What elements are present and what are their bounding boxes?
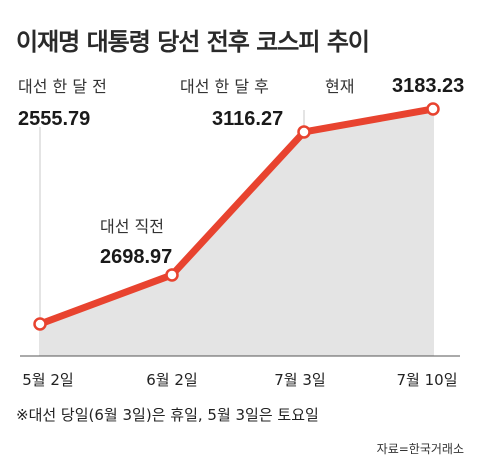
data-point-marker <box>33 317 47 331</box>
area-fill <box>40 109 433 356</box>
x-tick-label: 5월 2일 <box>22 371 73 389</box>
annotation-value: 3183.23 <box>392 75 464 97</box>
annotation-label: 대선 직전 <box>100 217 164 236</box>
annotation-label: 대선 한 달 전 <box>18 77 107 96</box>
x-tick-label: 6월 2일 <box>146 371 197 389</box>
annotation-value: 2698.97 <box>100 246 172 268</box>
annotation-label: 대선 한 달 후 <box>180 77 269 96</box>
x-tick-label: 7월 3일 <box>274 371 325 389</box>
data-point-marker <box>297 125 311 139</box>
kospi-line <box>36 105 437 328</box>
footnote: ※대선 당일(6월 3일)은 휴일, 5월 3일은 토요일 <box>16 406 319 424</box>
source-note: 자료=한국거래소 <box>376 442 464 456</box>
x-tick-label: 7월 10일 <box>397 371 458 389</box>
data-point-marker <box>165 268 179 282</box>
annotation-value: 2555.79 <box>18 108 90 130</box>
data-point-marker <box>426 102 440 116</box>
annotation-label: 현재 <box>325 77 354 96</box>
annotation-value: 3116.27 <box>212 108 283 130</box>
chart-title: 이재명 대통령 당선 전후 코스피 추이 <box>16 28 370 56</box>
